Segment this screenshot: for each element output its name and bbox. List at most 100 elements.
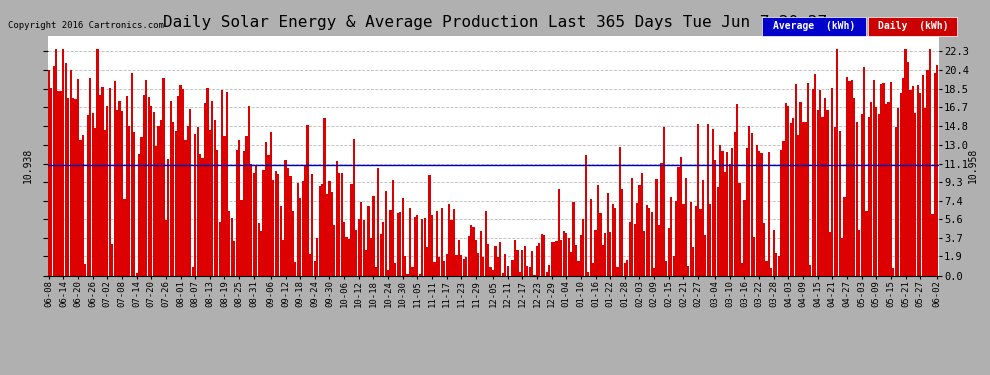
Bar [57, 91, 59, 276]
Bar [94, 128, 96, 276]
Bar [768, 152, 770, 276]
Bar [900, 93, 902, 276]
Bar [832, 88, 834, 276]
Bar [667, 228, 670, 276]
Bar [934, 73, 936, 276]
Bar [209, 130, 211, 276]
Bar [299, 198, 301, 276]
Bar [392, 180, 394, 276]
Bar [397, 213, 399, 276]
Text: Average  (kWh): Average (kWh) [773, 21, 855, 31]
Bar [724, 172, 726, 276]
Bar [704, 235, 707, 276]
Bar [243, 151, 246, 276]
Bar [360, 201, 362, 276]
Bar [741, 263, 743, 276]
Bar [84, 264, 86, 276]
Bar [604, 234, 607, 276]
Bar [241, 200, 243, 276]
Bar [424, 218, 426, 276]
Bar [592, 263, 594, 276]
Bar [211, 100, 214, 276]
Bar [302, 181, 304, 276]
Bar [614, 208, 616, 276]
Bar [384, 191, 387, 276]
Bar [812, 89, 814, 276]
Text: Daily  (kWh): Daily (kWh) [877, 21, 948, 31]
Bar [167, 159, 169, 276]
Bar [629, 222, 631, 276]
Bar [639, 185, 641, 276]
Bar [597, 185, 599, 276]
Bar [126, 96, 128, 276]
Bar [407, 274, 409, 276]
Bar [136, 273, 138, 276]
Bar [641, 173, 644, 276]
Bar [697, 124, 699, 276]
Bar [48, 70, 50, 276]
Bar [339, 173, 341, 276]
Bar [777, 256, 780, 276]
Bar [426, 247, 429, 276]
Bar [150, 106, 152, 276]
Bar [343, 222, 346, 276]
Bar [309, 254, 311, 276]
Bar [62, 49, 64, 276]
Bar [387, 270, 389, 276]
Bar [553, 242, 555, 276]
Bar [534, 275, 536, 276]
Bar [50, 88, 52, 276]
Bar [863, 67, 865, 276]
Bar [470, 225, 472, 276]
Bar [692, 247, 694, 276]
Bar [402, 198, 404, 276]
Bar [467, 236, 469, 276]
Bar [734, 132, 736, 276]
Bar [672, 256, 675, 276]
Bar [289, 176, 291, 276]
Bar [457, 240, 460, 276]
Bar [267, 155, 269, 276]
Bar [677, 167, 680, 276]
Bar [555, 242, 557, 276]
Bar [624, 262, 626, 276]
Bar [419, 274, 421, 276]
Bar [650, 212, 652, 276]
Bar [69, 70, 72, 276]
Bar [184, 140, 186, 276]
Bar [304, 166, 306, 276]
Bar [687, 266, 689, 276]
Bar [329, 181, 331, 276]
Bar [79, 140, 81, 276]
Bar [444, 261, 446, 276]
Bar [824, 98, 826, 276]
Bar [929, 49, 931, 276]
Bar [221, 90, 223, 276]
Bar [882, 83, 885, 276]
Bar [489, 267, 492, 276]
Bar [805, 122, 807, 276]
Bar [421, 219, 424, 276]
Bar [612, 204, 614, 276]
Bar [544, 234, 545, 276]
Bar [800, 102, 802, 276]
Bar [472, 226, 474, 276]
Bar [231, 218, 233, 276]
Bar [174, 132, 177, 276]
Bar [707, 124, 709, 276]
Bar [682, 204, 684, 276]
Bar [492, 270, 494, 276]
Bar [257, 224, 259, 276]
Bar [685, 178, 687, 276]
Bar [712, 129, 714, 276]
Bar [336, 161, 338, 276]
Bar [365, 250, 367, 276]
Bar [922, 75, 924, 276]
Bar [739, 183, 741, 276]
Bar [877, 114, 880, 276]
Bar [839, 130, 841, 276]
Bar [482, 257, 484, 276]
Bar [334, 225, 336, 276]
Bar [277, 174, 279, 276]
Bar [119, 102, 121, 276]
